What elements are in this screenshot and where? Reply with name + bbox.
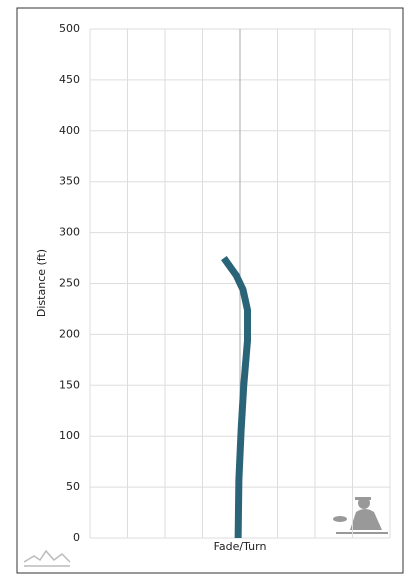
y-tick-label: 150 (59, 378, 80, 391)
y-tick-label: 400 (59, 124, 80, 137)
y-tick-label: 100 (59, 429, 80, 442)
y-tick-label: 0 (73, 531, 80, 544)
y-tick-label: 50 (66, 480, 80, 493)
y-axis-label: Distance (ft) (35, 249, 48, 317)
y-tick-label: 250 (59, 277, 80, 290)
x-axis-label: Fade/Turn (214, 540, 267, 553)
y-tick-label: 300 (59, 226, 80, 239)
flight-path (221, 256, 251, 539)
y-tick-label: 450 (59, 73, 80, 86)
logo-right (333, 497, 388, 534)
y-tick-label: 350 (59, 175, 80, 188)
y-tick-label: 200 (59, 327, 80, 340)
frame (16, 7, 404, 574)
y-tick-label: 500 (59, 22, 80, 35)
logo-left (23, 549, 71, 567)
